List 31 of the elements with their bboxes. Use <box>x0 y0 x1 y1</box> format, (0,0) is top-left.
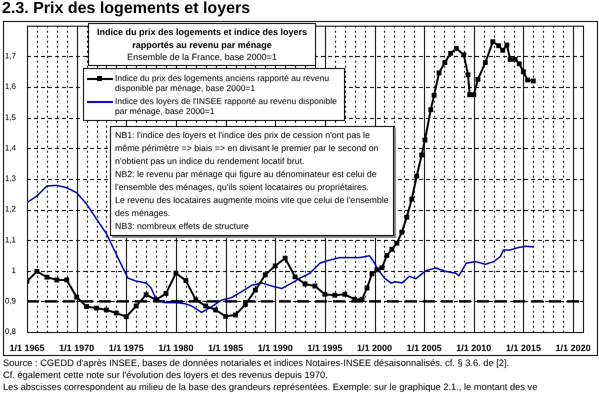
x-tick-label: 1/1 2000 <box>356 342 392 353</box>
chart-title: 2.3. Prix des logements et loyers <box>2 0 250 18</box>
legend-label: Indice des loyers de l'INSEE rapporté au revenu disponible par ménage, base 2000=1 <box>115 96 338 116</box>
y-tick-label: 1,3 <box>4 174 17 184</box>
x-tick-label: 1/1 1965 <box>9 342 45 353</box>
y-tick-label: 1,4 <box>4 143 17 152</box>
x-tick-label: 1/1 1975 <box>108 342 144 353</box>
text: Indice du prix des logements et indice des loyers rapportés au revenu par ménage <box>96 26 308 52</box>
x-tick-label: 1/1 1985 <box>208 342 244 353</box>
annotation: Ensemble de la France, base 2000=1 <box>126 52 278 63</box>
y-tick-label: 0,9 <box>4 296 17 306</box>
y-tick-label: 1 <box>12 266 17 275</box>
y-tick-label: 1,7 <box>4 52 17 61</box>
x-tick-label: 1/1 1995 <box>307 342 342 353</box>
legend-label: Indice du prix des logements anciens rapporté au revenu disponible par ménage, base 2000=1 <box>115 73 330 93</box>
y-tick-label: 0,8 <box>4 327 17 336</box>
y-tick-label: 1,5 <box>4 112 17 122</box>
x-tick-label: 1/1 2015 <box>506 342 541 353</box>
y-tick-label: 1,6 <box>4 82 17 92</box>
y-tick-label: 1,2 <box>4 204 17 214</box>
x-tick-label: 1/1 2020 <box>556 342 591 353</box>
annotation: NB1: l'indice des loyers et l'indice des prix de cession n'ont pas le même périmètre => biais => en divisant le premier par le second on n'obtient pas un indice du rendement locatif brut. NB2: le revenu par ménage qui figure au dénominateur est celui de l'ensemble des ménages, qu'ils soient locataires ou propriétaires. Le revenu des locataires augmente moins vite que celui de l'ensemble des ménages. NB3: nombreux effets de structure <box>110 126 394 236</box>
x-tick-label: 1/1 2005 <box>406 342 442 353</box>
source-note: Source : CGEDD d'après INSEE, bases de données notariales et indices Notaires-INSEE désaisonnalisés. cf. § 3.6. de [2]. <box>3 357 510 369</box>
text: Les abscisses correspondent au milieu de la base des grandeurs représentées. Exemple: sur le graphique 2.1., le montant des ve <box>3 381 538 393</box>
x-tick-label: 1/1 2010 <box>456 342 492 353</box>
y-tick-label: 1,1 <box>4 235 17 244</box>
x-tick-label: 1/1 1970 <box>59 342 94 353</box>
x-tick-label: 1/1 1980 <box>158 342 194 353</box>
text: Cf. également cette note sur l'évolution des loyers et des revenus depuis 1970. <box>3 369 329 381</box>
x-tick-label: 1/1 1990 <box>258 342 293 353</box>
